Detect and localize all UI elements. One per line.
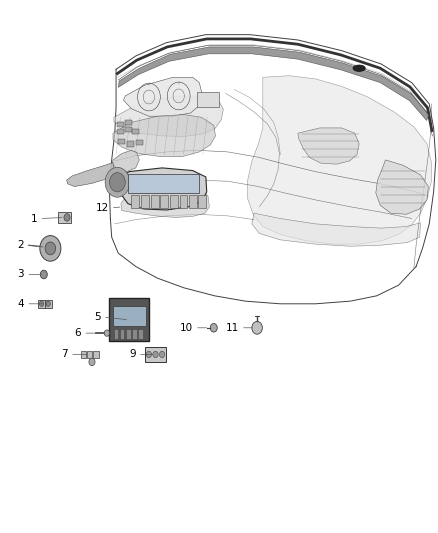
Text: 5: 5 (94, 312, 101, 322)
Circle shape (89, 358, 95, 366)
Bar (125, 120, 132, 125)
Circle shape (40, 270, 47, 279)
Bar (189, 195, 197, 208)
Text: 2: 2 (18, 240, 24, 250)
Circle shape (153, 351, 158, 358)
Bar (126, 329, 131, 339)
Ellipse shape (353, 65, 365, 71)
Bar (114, 329, 118, 339)
Bar (160, 195, 168, 208)
Polygon shape (67, 163, 115, 187)
Text: 10: 10 (180, 323, 193, 333)
Text: 3: 3 (18, 270, 24, 279)
Bar (125, 127, 132, 132)
Bar (132, 129, 139, 134)
Text: 7: 7 (61, 350, 68, 359)
Text: 6: 6 (74, 328, 81, 338)
Polygon shape (114, 96, 223, 136)
Bar (38, 300, 45, 308)
Circle shape (105, 167, 130, 197)
Text: 1: 1 (31, 214, 37, 223)
Bar (145, 347, 166, 362)
Bar (141, 195, 149, 208)
Circle shape (210, 324, 217, 332)
Polygon shape (118, 47, 429, 120)
Circle shape (40, 236, 61, 261)
Bar (93, 351, 99, 358)
Bar (109, 298, 149, 341)
Circle shape (146, 351, 152, 358)
Bar (170, 195, 178, 208)
Circle shape (104, 330, 110, 336)
Polygon shape (113, 115, 215, 157)
Bar (197, 92, 219, 107)
Polygon shape (298, 128, 359, 164)
Circle shape (39, 301, 44, 306)
Bar (198, 195, 206, 208)
Bar (87, 351, 92, 358)
Bar (117, 129, 124, 134)
Polygon shape (121, 168, 207, 210)
Bar (113, 306, 146, 326)
Circle shape (45, 242, 56, 255)
Polygon shape (124, 77, 202, 116)
Polygon shape (252, 213, 420, 246)
Text: 12: 12 (95, 203, 109, 213)
Circle shape (110, 173, 125, 192)
Bar (131, 195, 139, 208)
Circle shape (252, 321, 262, 334)
Bar (132, 329, 137, 339)
Bar (138, 329, 143, 339)
Circle shape (46, 301, 50, 306)
Text: 4: 4 (18, 299, 24, 309)
Circle shape (64, 214, 70, 221)
Bar (81, 351, 86, 358)
Bar (118, 139, 125, 144)
Polygon shape (112, 150, 139, 172)
Polygon shape (121, 184, 209, 217)
Bar (58, 212, 71, 223)
Bar (45, 300, 52, 308)
Bar (128, 174, 199, 193)
Bar (127, 141, 134, 147)
Bar (120, 329, 124, 339)
Text: 9: 9 (129, 350, 136, 359)
Polygon shape (376, 160, 428, 214)
Text: 11: 11 (226, 323, 239, 333)
Bar (136, 140, 143, 145)
Bar (180, 195, 187, 208)
Circle shape (159, 351, 165, 358)
Bar (151, 195, 159, 208)
Bar (117, 122, 124, 127)
Polygon shape (247, 76, 431, 244)
